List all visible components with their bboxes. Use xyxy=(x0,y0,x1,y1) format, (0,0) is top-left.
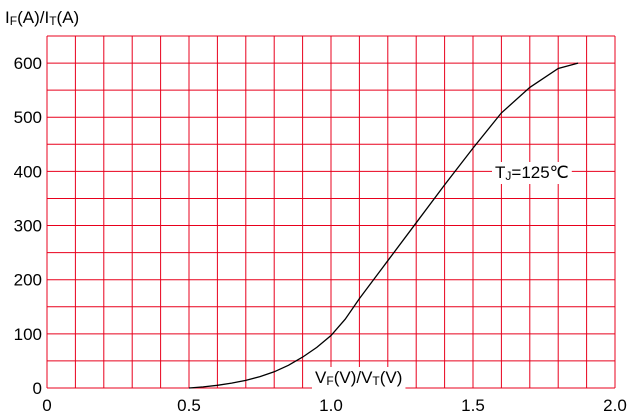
annotation-background xyxy=(492,162,572,184)
label-subscript: F xyxy=(10,14,17,28)
label-subscript: F xyxy=(326,374,333,388)
y-tick-label: 0 xyxy=(33,379,42,398)
x-axis-title: VF(V)/VT(V) xyxy=(315,368,402,388)
x-tick-label: 0 xyxy=(42,396,51,415)
label-segment: (A) xyxy=(57,8,80,27)
label-subscript: T xyxy=(49,14,57,28)
y-tick-label: 100 xyxy=(14,325,42,344)
plot-area xyxy=(188,62,579,389)
label-segment: (A)/I xyxy=(17,8,49,27)
series-line xyxy=(188,62,579,389)
x-tick-label: 1.0 xyxy=(319,396,343,415)
y-tick-label: 400 xyxy=(14,162,42,181)
y-tick-label: 600 xyxy=(14,54,42,73)
label-segment: I xyxy=(5,8,10,27)
label-subscript: T xyxy=(372,374,380,388)
x-tick-label: 1.5 xyxy=(461,396,485,415)
y-tick-label: 300 xyxy=(14,217,42,236)
temperature-annotation: TJ=125℃ xyxy=(495,163,569,183)
label-segment: V xyxy=(315,368,327,387)
label-segment: (V) xyxy=(380,368,403,387)
label-segment: T xyxy=(495,163,505,182)
tick-labels: 0 100 200 300 400 500 600 0 0.5 1.0 1.5 2.0 xyxy=(14,54,627,415)
label-subscript: J xyxy=(505,169,511,183)
x-tick-label: 2.0 xyxy=(603,396,627,415)
y-tick-label: 200 xyxy=(14,271,42,290)
temperature-annotation-group: TJ=125℃ xyxy=(492,162,572,184)
x-axis-title-background xyxy=(312,367,406,389)
y-axis-title: IF(A)/IT(A) xyxy=(5,8,79,28)
x-axis-title-group: VF(V)/VT(V) xyxy=(312,367,406,389)
label-segment: (V)/V xyxy=(334,368,373,387)
label-segment: =125℃ xyxy=(511,163,568,182)
grid xyxy=(46,35,616,389)
y-tick-label: 500 xyxy=(14,108,42,127)
x-tick-label: 0.5 xyxy=(177,396,201,415)
